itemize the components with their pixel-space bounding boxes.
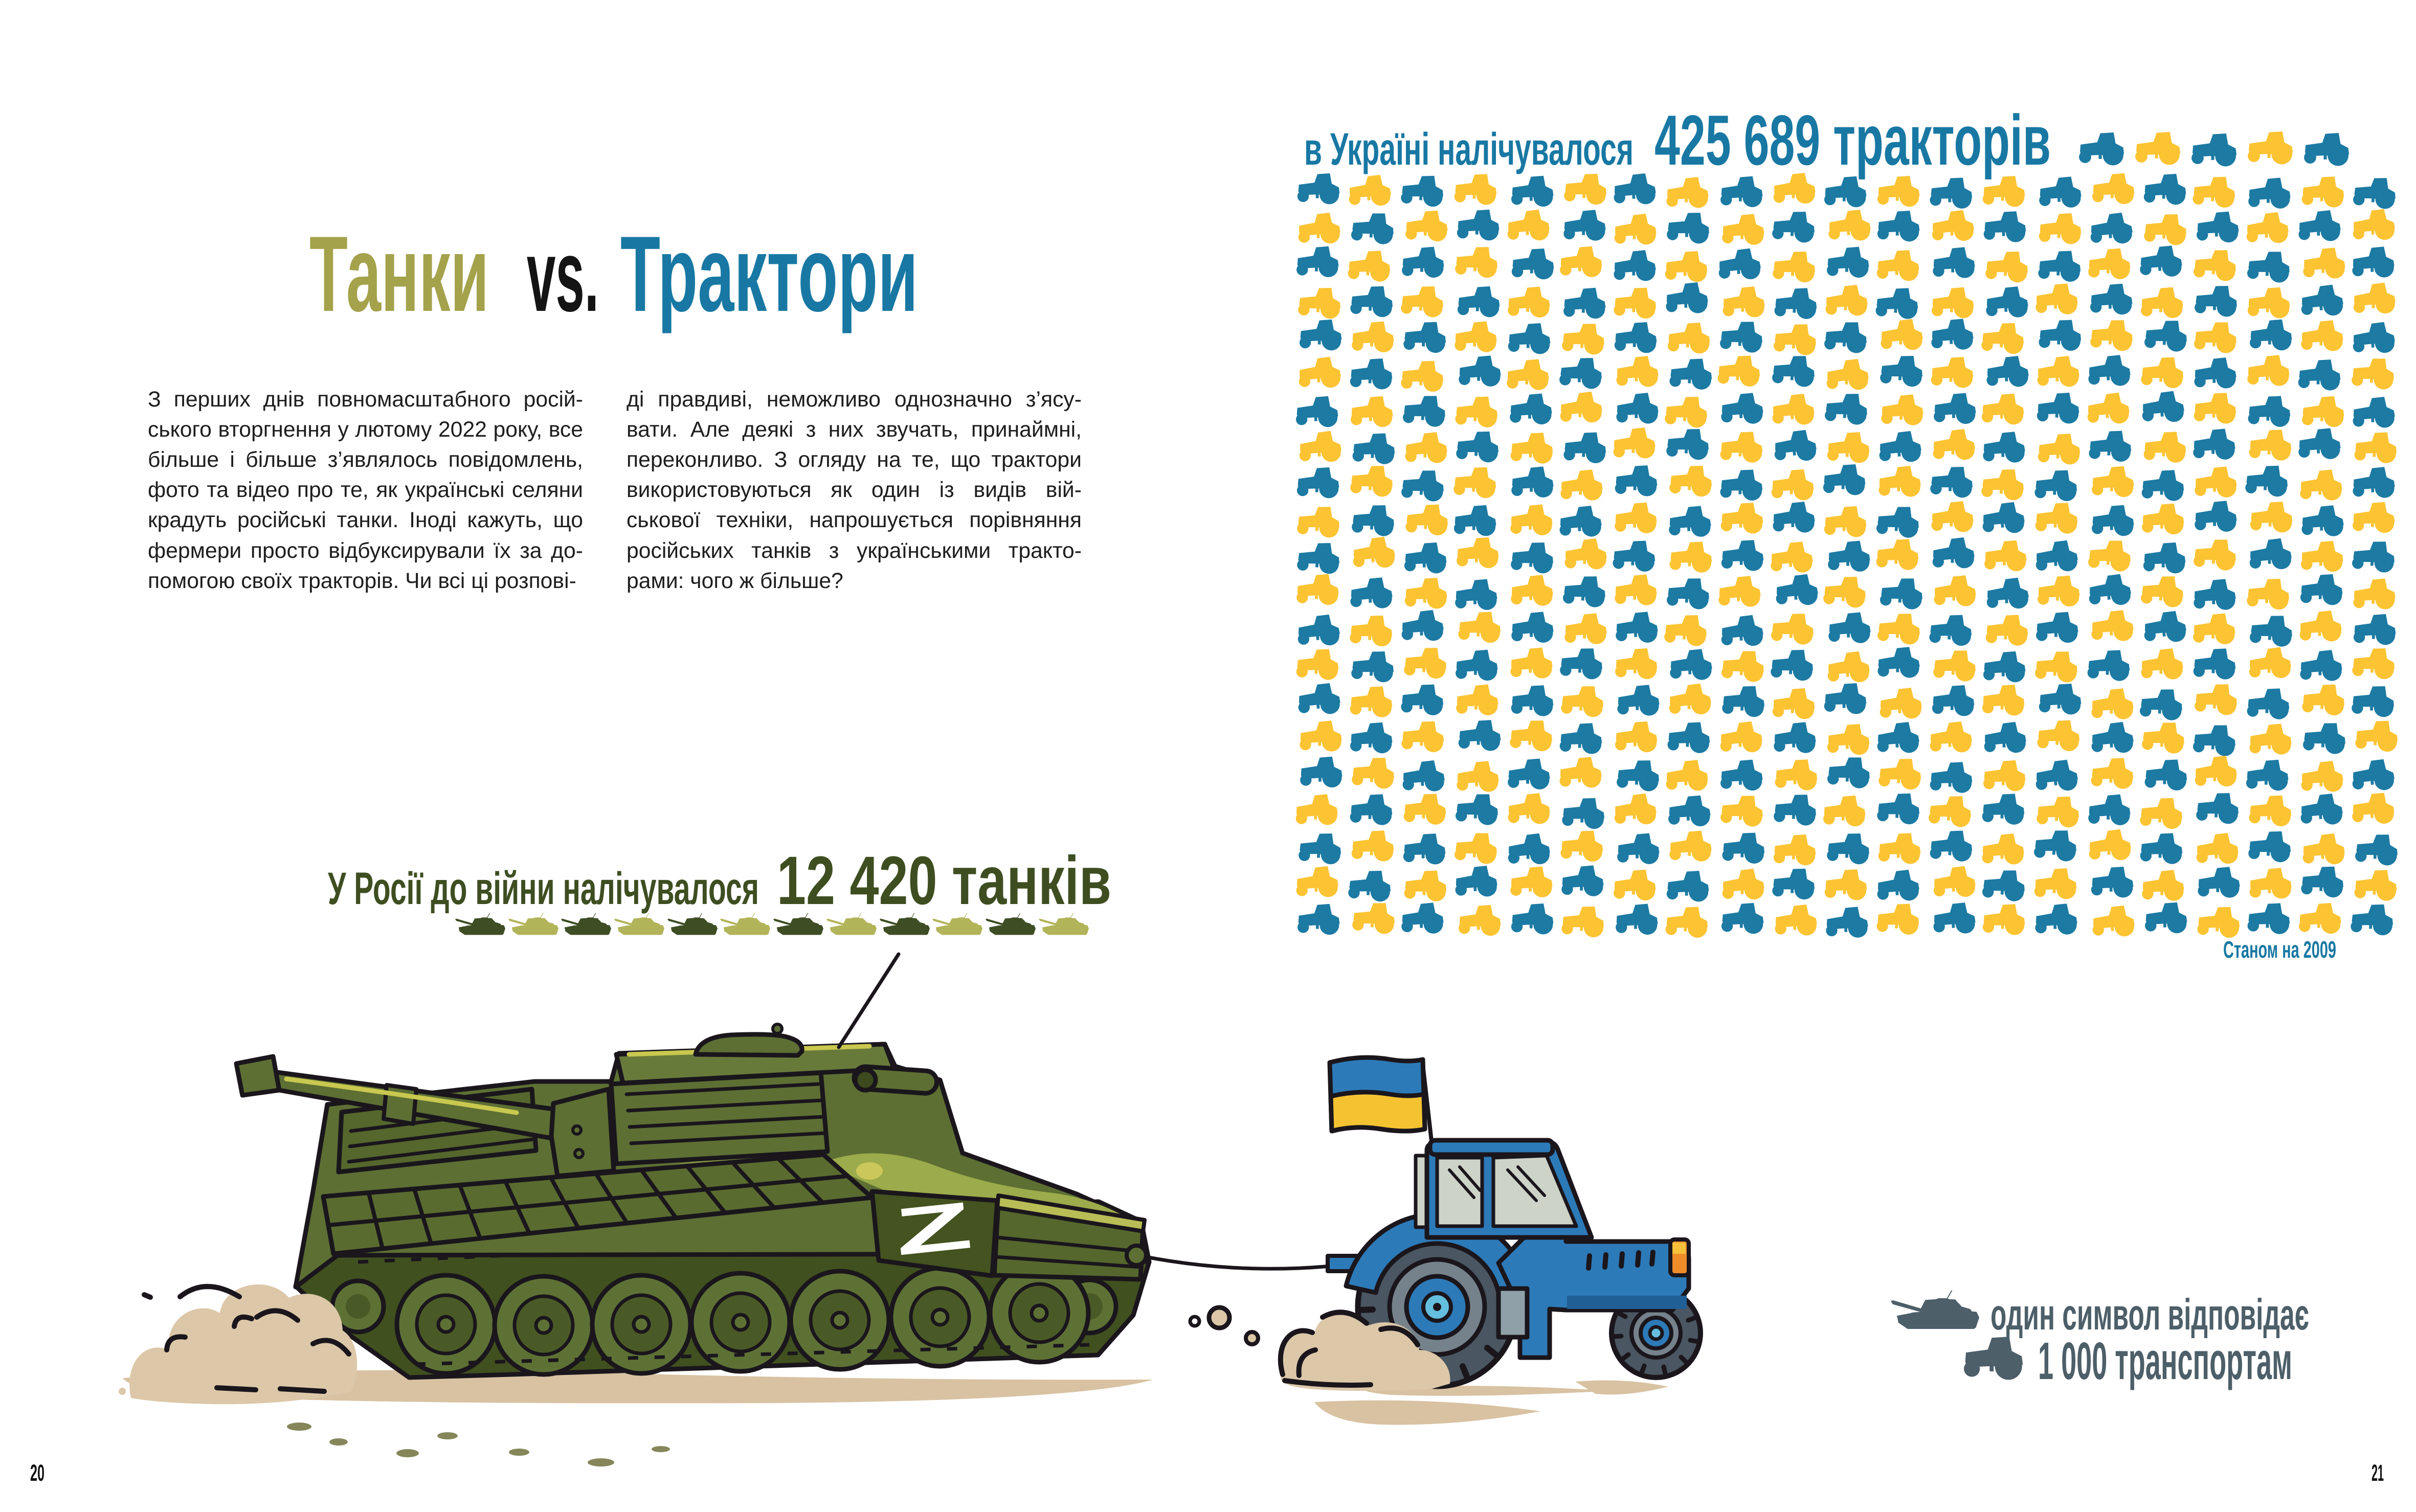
svg-text:Трактори: Трактори xyxy=(620,214,918,334)
svg-text:21: 21 xyxy=(2372,1460,2384,1486)
svg-text:Станом на 2009: Станом на 2009 xyxy=(2223,936,2336,963)
svg-text:Z: Z xyxy=(891,1187,975,1270)
svg-text:425 689 тракторів: 425 689 тракторів xyxy=(1654,101,2051,180)
svg-text:У Росії до війни налічувалося: У Росії до війни налічувалося xyxy=(328,863,759,914)
svg-text:12 420 танків: 12 420 танків xyxy=(777,843,1111,919)
svg-text:20: 20 xyxy=(30,1460,44,1486)
svg-text:один символ відповідає: один символ відповідає xyxy=(1990,1291,2309,1339)
svg-text:1 000 транспортам: 1 000 транспортам xyxy=(2038,1332,2292,1390)
svg-text:Танки: Танки xyxy=(309,214,489,334)
svg-text:в Україні налічувалося: в Україні налічувалося xyxy=(1304,123,1634,174)
svg-text:vs.: vs. xyxy=(527,219,599,333)
